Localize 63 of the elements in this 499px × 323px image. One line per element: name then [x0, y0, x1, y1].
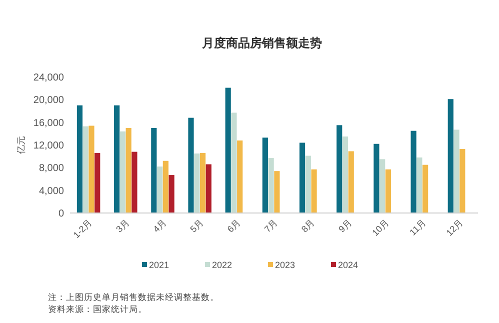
legend-label: 2024	[338, 260, 358, 270]
bar	[225, 88, 231, 213]
bar	[168, 175, 174, 213]
bar	[348, 151, 354, 213]
bar	[460, 148, 466, 213]
bar	[410, 130, 416, 213]
bar	[126, 128, 132, 213]
y-tick-label: 12,000	[33, 140, 64, 152]
bar	[156, 166, 163, 213]
text: 注：上图历史单月销售数据未经调整基数。	[48, 292, 219, 302]
bar	[231, 112, 237, 213]
y-tick-label: 0	[58, 208, 64, 220]
bar	[151, 128, 157, 213]
bar	[374, 144, 380, 213]
bar	[299, 142, 306, 213]
y-tick-label: 4,000	[38, 186, 64, 197]
legend-label: 2022	[212, 260, 232, 270]
x-tick-label: 4月	[151, 217, 168, 234]
bar	[114, 105, 120, 213]
x-tick-label: 12月	[444, 217, 465, 238]
x-tick-label: 6月	[225, 217, 242, 234]
bar	[194, 154, 200, 213]
x-tick-label: 3月	[114, 217, 132, 234]
x-tick-label: 5月	[188, 217, 206, 234]
bar	[120, 131, 126, 213]
legend-label: 2021	[149, 260, 170, 270]
bar	[274, 171, 280, 213]
bar	[162, 160, 168, 213]
bar	[237, 140, 243, 213]
bar	[94, 152, 100, 213]
bar	[200, 152, 206, 213]
bar	[380, 159, 386, 213]
bar	[342, 136, 348, 213]
bar	[76, 105, 83, 213]
bar	[448, 99, 454, 213]
chart-title: 月度商品房销售额走势	[201, 36, 322, 50]
bar	[336, 125, 342, 213]
y-tick-label: 20,000	[33, 95, 64, 106]
bar	[311, 169, 317, 213]
legend-label: 2023	[275, 260, 296, 270]
bar	[385, 169, 392, 213]
bar	[132, 152, 138, 213]
bar	[206, 164, 212, 213]
x-tick-label: 9月	[336, 217, 354, 234]
bar	[268, 158, 274, 213]
bar	[422, 164, 428, 213]
bar	[305, 156, 311, 213]
y-tick-label: 16,000	[33, 118, 64, 129]
bar	[416, 157, 422, 213]
bar	[262, 138, 268, 213]
bar	[82, 126, 88, 213]
x-tick-label: 1-2月	[71, 217, 94, 240]
x-tick-label: 8月	[300, 217, 317, 234]
bar	[188, 118, 194, 213]
y-tick-label: 24,000	[33, 72, 64, 84]
x-tick-label: 11月	[408, 217, 428, 238]
text: 资料来源：国家统计局。	[48, 304, 147, 314]
x-tick-label: 10月	[370, 217, 391, 238]
y-axis-title: 亿元	[16, 136, 26, 155]
y-tick-label: 8,000	[38, 163, 64, 174]
x-tick-label: 7月	[262, 217, 280, 234]
bar	[454, 130, 460, 213]
bar	[88, 126, 94, 213]
